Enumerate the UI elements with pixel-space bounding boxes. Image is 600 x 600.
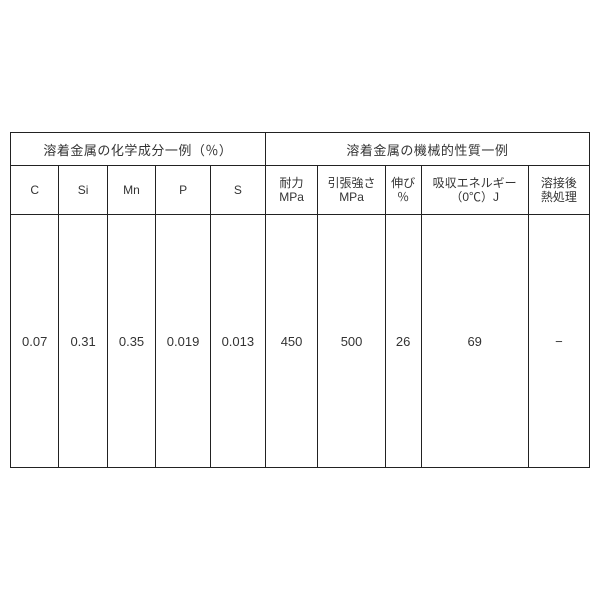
col-c: C [11, 166, 59, 215]
col-ys-l2: MPa [279, 190, 304, 204]
col-pwht-l2: 熱処理 [541, 190, 577, 204]
chem-group-header: 溶着金属の化学成分一例（％） [11, 133, 266, 166]
cell-c: 0.07 [11, 215, 59, 468]
table-container: 溶着金属の化学成分一例（％） 溶着金属の機械的性質一例 C Si Mn P S … [10, 132, 590, 468]
cell-p: 0.019 [156, 215, 211, 468]
sub-header-row: C Si Mn P S 耐力 MPa 引張強さ MPa 伸び ％ [11, 166, 590, 215]
col-pwht: 溶接後 熱処理 [528, 166, 589, 215]
col-p: P [156, 166, 211, 215]
cell-pwht: − [528, 215, 589, 468]
cell-impact: 69 [421, 215, 528, 468]
cell-mn: 0.35 [107, 215, 155, 468]
col-ts-l1: 引張強さ [328, 176, 376, 190]
properties-table: 溶着金属の化学成分一例（％） 溶着金属の機械的性質一例 C Si Mn P S … [10, 132, 590, 468]
col-ys-l1: 耐力 [280, 176, 304, 190]
cell-si: 0.31 [59, 215, 107, 468]
col-s: S [210, 166, 265, 215]
cell-ts: 500 [318, 215, 385, 468]
col-ts: 引張強さ MPa [318, 166, 385, 215]
col-ys: 耐力 MPa [265, 166, 318, 215]
col-impact-l2: （0℃）J [450, 190, 499, 204]
col-el-l2: ％ [397, 190, 409, 204]
group-header-row: 溶着金属の化学成分一例（％） 溶着金属の機械的性質一例 [11, 133, 590, 166]
cell-s: 0.013 [210, 215, 265, 468]
col-si: Si [59, 166, 107, 215]
page: 溶着金属の化学成分一例（％） 溶着金属の機械的性質一例 C Si Mn P S … [0, 0, 600, 600]
table-row: 0.07 0.31 0.35 0.019 0.013 450 500 26 69… [11, 215, 590, 468]
col-pwht-l1: 溶接後 [541, 176, 577, 190]
col-mn: Mn [107, 166, 155, 215]
col-el-l1: 伸び [391, 176, 415, 190]
cell-el: 26 [385, 215, 421, 468]
col-impact: 吸収エネルギー （0℃）J [421, 166, 528, 215]
cell-ys: 450 [265, 215, 318, 468]
col-el: 伸び ％ [385, 166, 421, 215]
col-ts-l2: MPa [339, 190, 364, 204]
mech-group-header: 溶着金属の機械的性質一例 [265, 133, 589, 166]
col-impact-l1: 吸収エネルギー [433, 176, 517, 190]
